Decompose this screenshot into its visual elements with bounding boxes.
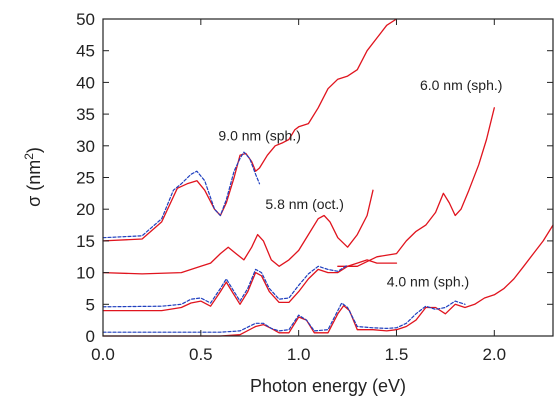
series-dashed-5 <box>102 264 349 308</box>
y-tick-label: 35 <box>76 105 95 124</box>
x-tick-label: 1.0 <box>287 345 311 364</box>
y-tick-label: 20 <box>76 200 95 219</box>
series-dashed-7 <box>102 300 466 333</box>
plot-frame <box>102 18 554 337</box>
y-tick-label: 25 <box>76 169 95 188</box>
y-axis-title-close: ) <box>24 147 44 153</box>
y-tick-label: 30 <box>76 137 95 156</box>
series-solid-3 <box>337 107 495 267</box>
x-tick-label: 0.0 <box>91 345 115 364</box>
y-axis-title: σ (nm2) <box>22 147 44 207</box>
curve-annotations: 9.0 nm (sph.) 6.0 nm (sph.) 5.8 nm (oct.) 4… <box>218 77 502 290</box>
curve-annotation: 9.0 nm (sph.) <box>218 128 300 144</box>
curve-annotation: 5.8 nm (oct.) <box>265 196 344 212</box>
x-tick-label: 0.5 <box>189 345 213 364</box>
y-tick-label: 50 <box>76 10 95 29</box>
x-tick-label: 2.0 <box>482 345 506 364</box>
y-axis-title-superscript: 2 <box>22 153 36 160</box>
y-tick-label: 0 <box>86 327 95 346</box>
axis-ticks <box>102 18 553 337</box>
series-solid-4 <box>102 259 398 312</box>
curve-annotation: 6.0 nm (sph.) <box>420 77 502 93</box>
series-solid-0 <box>102 18 398 242</box>
data-curves <box>102 18 554 337</box>
y-tick-label: 15 <box>76 232 95 251</box>
curve-annotation: 4.0 nm (sph.) <box>387 274 469 290</box>
y-axis-title-base: σ (nm <box>24 160 44 207</box>
series-solid-2 <box>102 189 374 275</box>
tick-labels: 0.0 0.5 1.0 1.5 2.0 0 5 10 15 20 25 30 35 40 45 50 <box>76 10 506 364</box>
y-tick-label: 40 <box>76 73 95 92</box>
y-tick-label: 10 <box>76 264 95 283</box>
y-tick-label: 5 <box>86 295 95 314</box>
x-axis-title: Photon energy (eV) <box>250 376 406 396</box>
y-tick-label: 45 <box>76 42 95 61</box>
series-dashed-1 <box>102 151 261 239</box>
x-tick-label: 1.5 <box>385 345 409 364</box>
series-solid-6 <box>102 224 554 337</box>
